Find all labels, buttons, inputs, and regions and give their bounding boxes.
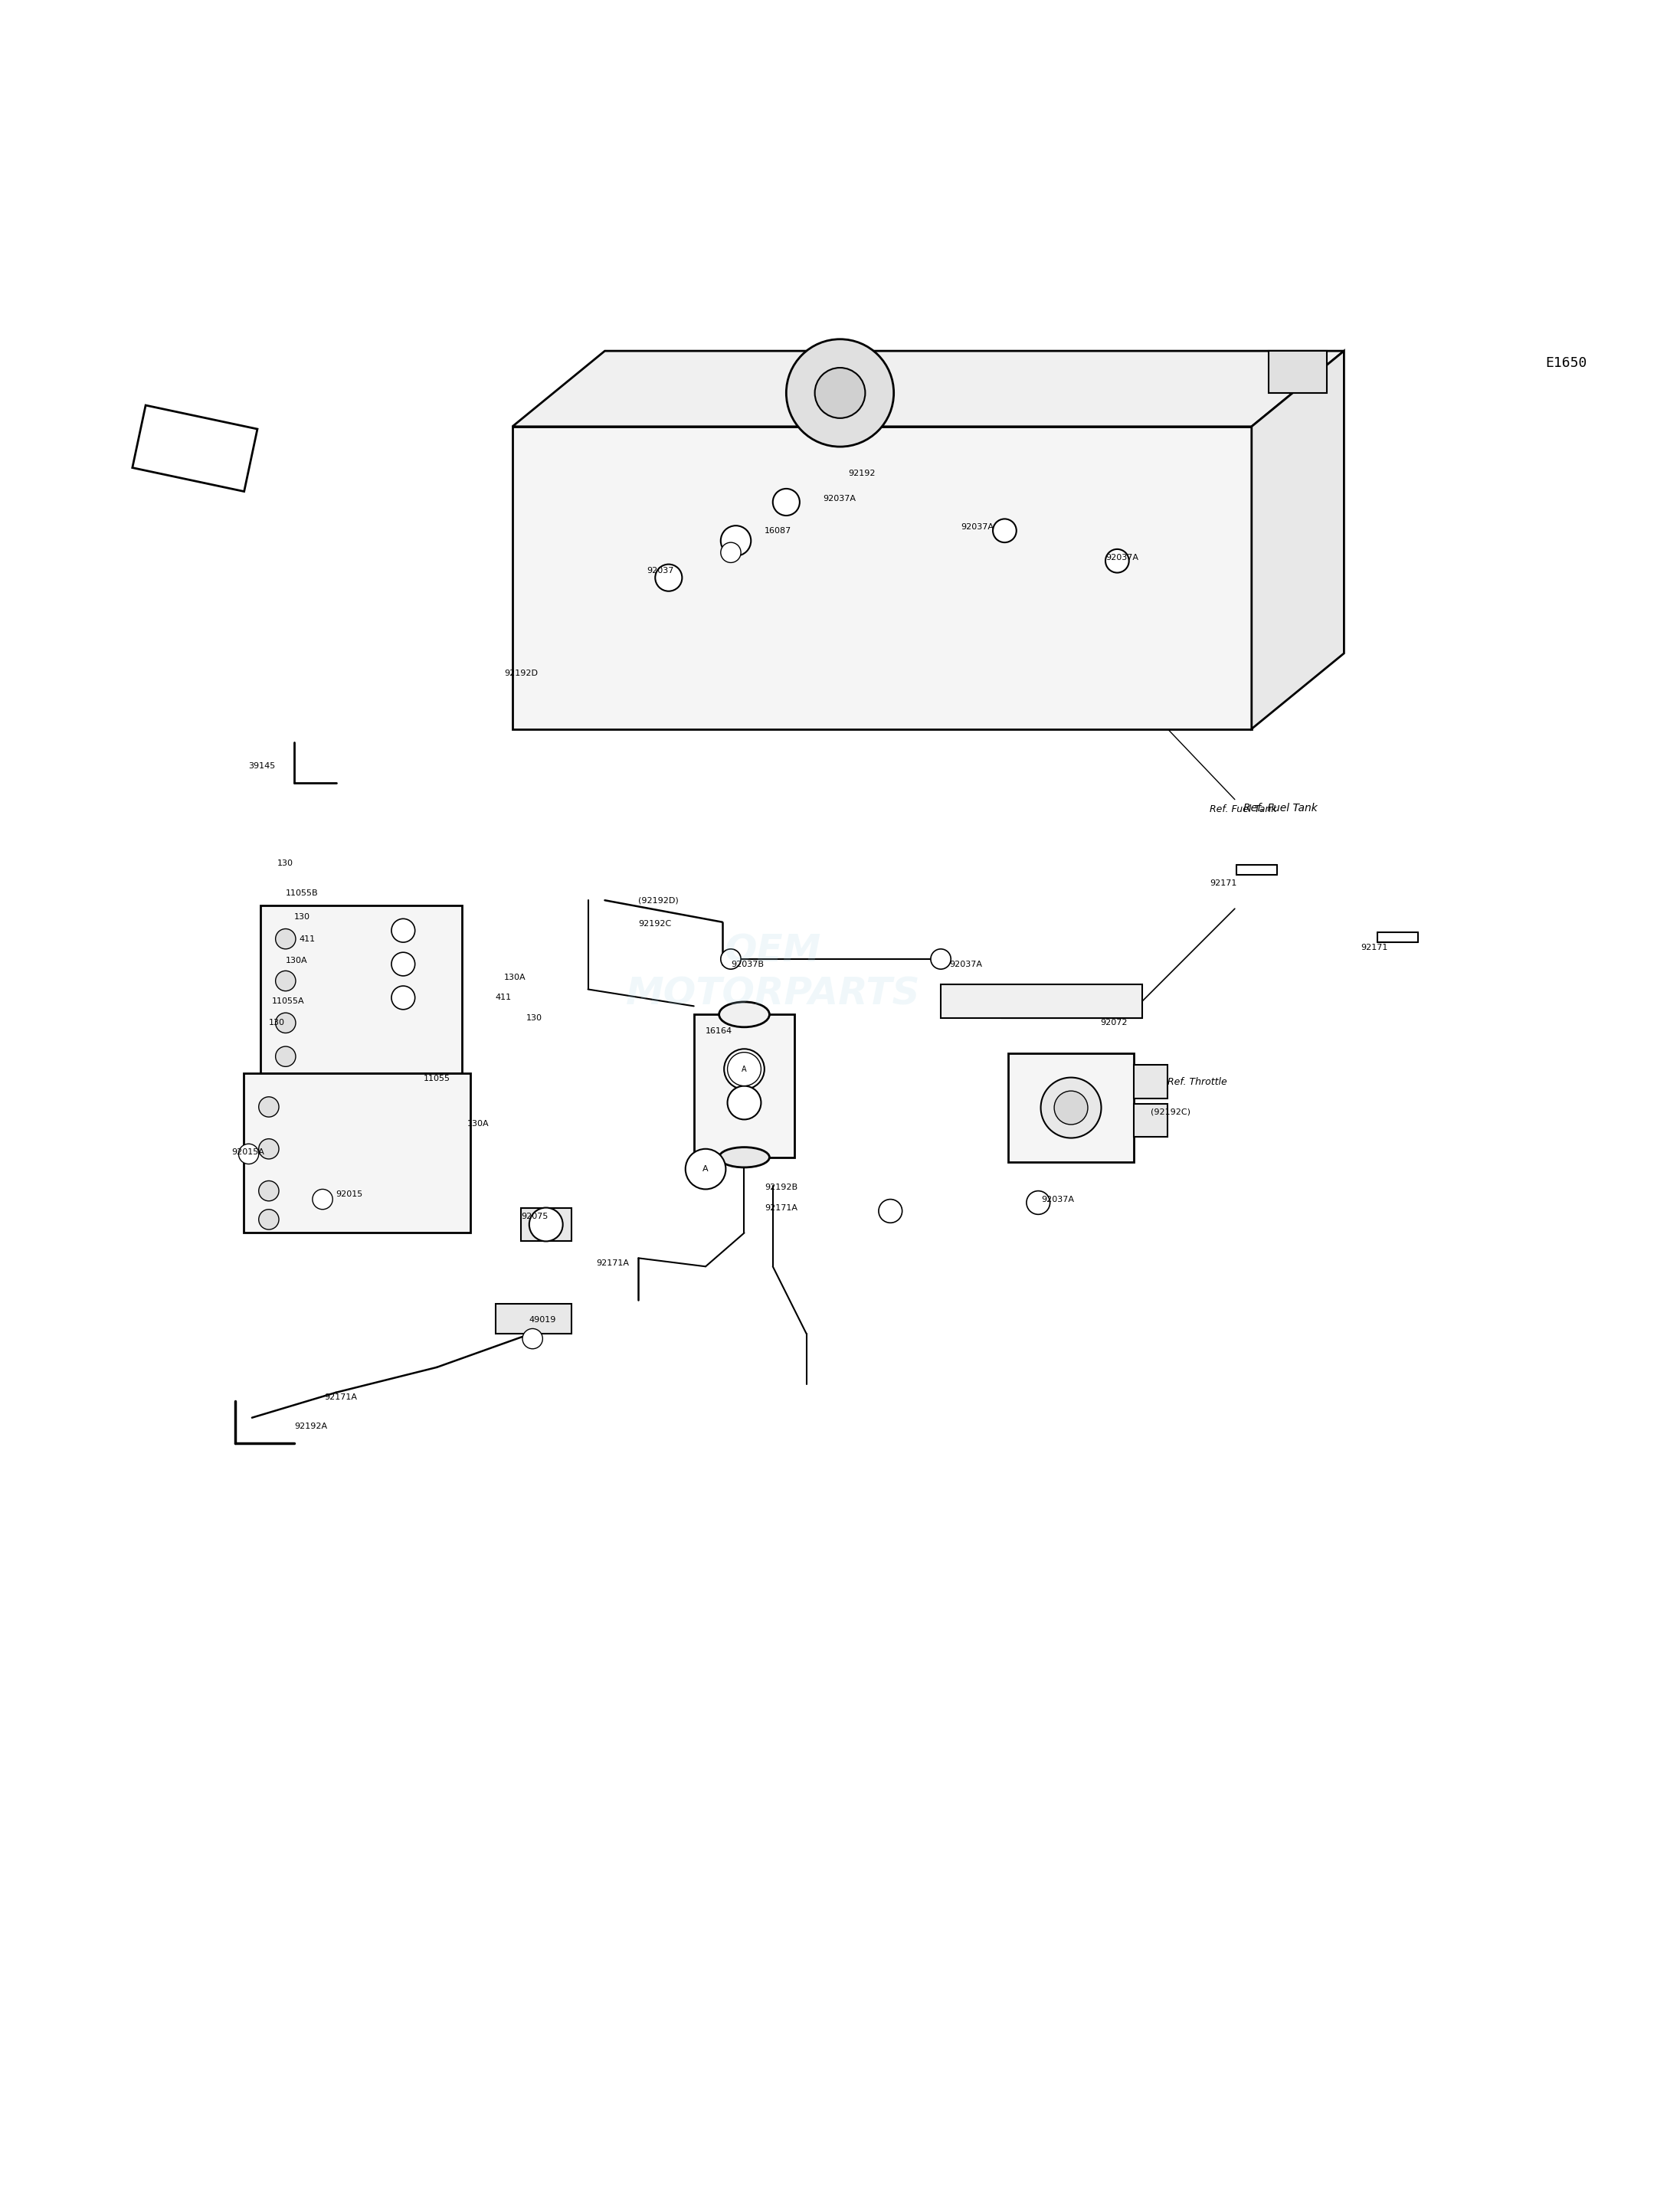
- Polygon shape: [512, 352, 1344, 426]
- Circle shape: [391, 986, 415, 1008]
- FancyBboxPatch shape: [133, 404, 257, 492]
- Circle shape: [1105, 549, 1129, 573]
- Circle shape: [786, 338, 894, 446]
- Text: FRONT: FRONT: [185, 444, 217, 453]
- Text: Ref. Throttle: Ref. Throttle: [1168, 1077, 1226, 1088]
- Text: 16087: 16087: [764, 527, 791, 534]
- Text: 130: 130: [294, 914, 311, 921]
- Circle shape: [1026, 1191, 1050, 1215]
- Text: 92192A: 92192A: [294, 1421, 328, 1430]
- Bar: [1134, 1066, 1168, 1098]
- Text: 92171: 92171: [1210, 879, 1236, 888]
- Text: 92037B: 92037B: [731, 960, 764, 969]
- Text: 92192D: 92192D: [504, 670, 538, 677]
- Circle shape: [239, 1145, 259, 1164]
- Bar: [1268, 352, 1327, 393]
- Text: 92037A: 92037A: [823, 494, 857, 503]
- Text: 92037A: 92037A: [949, 960, 983, 969]
- Text: 11055: 11055: [423, 1074, 450, 1083]
- Circle shape: [276, 1013, 296, 1033]
- Circle shape: [312, 1189, 333, 1208]
- Text: 92075: 92075: [521, 1213, 548, 1219]
- Circle shape: [879, 1200, 902, 1224]
- Text: 130A: 130A: [286, 958, 307, 964]
- Text: Ref. Fuel Tank: Ref. Fuel Tank: [1243, 802, 1317, 813]
- Text: A: A: [702, 1164, 709, 1173]
- Text: 92037A: 92037A: [1105, 554, 1139, 562]
- Circle shape: [259, 1096, 279, 1116]
- Circle shape: [685, 1149, 726, 1189]
- Text: 130A: 130A: [467, 1120, 489, 1127]
- Text: 92072: 92072: [1100, 1019, 1127, 1026]
- Text: (92192C): (92192C): [1151, 1107, 1191, 1116]
- Bar: [941, 984, 1142, 1017]
- Circle shape: [721, 543, 741, 562]
- Text: 92192B: 92192B: [764, 1184, 798, 1191]
- Text: 92037A: 92037A: [961, 523, 995, 532]
- Bar: [694, 1015, 795, 1158]
- Text: 92037A: 92037A: [1042, 1195, 1075, 1204]
- Text: 130: 130: [277, 859, 294, 868]
- Text: 411: 411: [496, 993, 512, 1002]
- Text: 92037: 92037: [647, 567, 674, 576]
- Circle shape: [727, 1052, 761, 1085]
- Text: 130: 130: [269, 1019, 286, 1026]
- Circle shape: [721, 525, 751, 556]
- Text: 11055A: 11055A: [272, 997, 304, 1004]
- Text: 92015A: 92015A: [232, 1149, 265, 1156]
- Circle shape: [931, 949, 951, 969]
- Circle shape: [259, 1208, 279, 1230]
- Text: 92171: 92171: [1361, 943, 1388, 951]
- Circle shape: [655, 565, 682, 591]
- Text: 92171A: 92171A: [596, 1259, 630, 1268]
- Bar: [260, 905, 462, 1074]
- Text: 411: 411: [299, 936, 316, 943]
- Circle shape: [259, 1138, 279, 1160]
- Circle shape: [993, 518, 1016, 543]
- Circle shape: [724, 1048, 764, 1090]
- Bar: [521, 1208, 571, 1241]
- Bar: [244, 1074, 470, 1233]
- Circle shape: [1040, 1077, 1102, 1138]
- Text: (92192D): (92192D): [638, 896, 679, 905]
- Text: 11055B: 11055B: [286, 890, 318, 896]
- Text: 92192C: 92192C: [638, 921, 672, 927]
- Circle shape: [815, 367, 865, 417]
- Text: 130A: 130A: [504, 973, 526, 982]
- Ellipse shape: [719, 1147, 769, 1167]
- Circle shape: [773, 488, 800, 516]
- Text: 39145: 39145: [249, 762, 276, 769]
- Circle shape: [259, 1180, 279, 1202]
- Bar: [512, 426, 1252, 729]
- Circle shape: [276, 1046, 296, 1066]
- Text: 49019: 49019: [529, 1316, 556, 1325]
- Circle shape: [522, 1329, 543, 1349]
- Circle shape: [721, 949, 741, 969]
- Bar: [1008, 1052, 1134, 1162]
- Ellipse shape: [719, 1002, 769, 1028]
- Text: 130: 130: [526, 1015, 543, 1022]
- Bar: [1134, 1103, 1168, 1138]
- Text: E1650: E1650: [1546, 356, 1588, 369]
- Text: Ref. Fuel Tank: Ref. Fuel Tank: [1210, 804, 1277, 815]
- Text: 92192: 92192: [848, 470, 875, 477]
- Circle shape: [1055, 1092, 1089, 1125]
- Text: 92171A: 92171A: [324, 1393, 358, 1402]
- Text: 92171A: 92171A: [764, 1204, 798, 1211]
- Bar: [496, 1303, 571, 1334]
- Text: 16164: 16164: [706, 1028, 732, 1035]
- Circle shape: [276, 929, 296, 949]
- Circle shape: [727, 1085, 761, 1120]
- Text: A: A: [741, 1066, 748, 1072]
- Circle shape: [276, 971, 296, 991]
- Text: OEM
MOTORPARTS: OEM MOTORPARTS: [625, 934, 921, 1013]
- Polygon shape: [1252, 352, 1344, 729]
- Circle shape: [391, 951, 415, 975]
- Circle shape: [529, 1208, 563, 1241]
- Text: 92015: 92015: [336, 1191, 363, 1197]
- Circle shape: [391, 918, 415, 943]
